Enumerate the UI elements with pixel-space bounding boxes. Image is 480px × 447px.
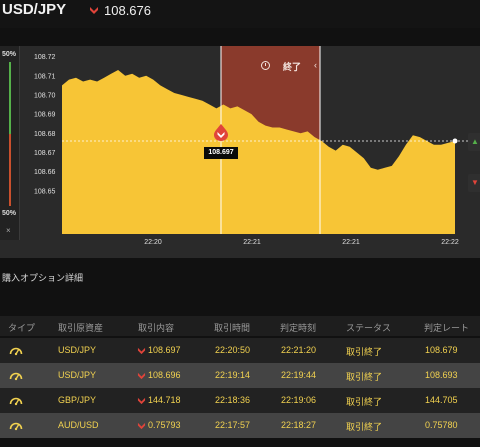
up-arrow-icon: ▲: [471, 137, 479, 146]
price-area-series: [62, 70, 455, 234]
header-bar: USD/JPY 108.676: [0, 0, 480, 28]
y-tick-label: 108.65: [34, 188, 56, 195]
gauge-icon: [9, 397, 23, 406]
close-icon[interactable]: ×: [6, 226, 11, 235]
status-cell: 取引終了: [346, 347, 383, 357]
trade-time-cell: 22:20:50: [215, 345, 251, 355]
asset-cell: USD/JPY: [58, 370, 97, 380]
low-percent: 50%: [2, 210, 17, 217]
expired-label: 終了: [283, 62, 302, 72]
gauge-icon: [9, 422, 23, 431]
low-button[interactable]: ▼: [468, 174, 480, 192]
current-rate: 108.676: [104, 3, 151, 18]
y-tick-label: 108.72: [34, 54, 56, 61]
column-header: タイプ: [8, 323, 36, 333]
judge-rate-cell: 108.693: [425, 370, 458, 380]
judge-time-cell: 22:21:20: [281, 345, 317, 355]
trade-time-cell: 22:17:57: [215, 420, 251, 430]
status-cell: 取引終了: [346, 422, 383, 432]
x-tick-label: 22:21: [342, 239, 360, 246]
y-tick-label: 108.67: [34, 150, 56, 157]
currency-pair-title: USD/JPY: [2, 1, 67, 18]
clock-icon: [261, 61, 270, 70]
asset-cell: AUD/USD: [58, 420, 99, 430]
y-tick-label: 108.70: [34, 92, 56, 99]
asset-cell: USD/JPY: [58, 345, 97, 355]
status-cell: 取引終了: [346, 397, 383, 407]
column-header: 判定レート: [424, 323, 470, 333]
gauge-icon: [9, 347, 23, 356]
x-tick-label: 22:22: [441, 239, 459, 246]
current-price-dot: [452, 138, 458, 144]
judge-time-cell: 22:19:44: [281, 370, 317, 380]
low-ratio-bar: [9, 134, 11, 206]
y-tick-label: 108.66: [34, 169, 56, 176]
table-row[interactable]: USD/JPY 108.696 22:19:14 22:19:44 取引終了 108.69…: [0, 363, 480, 388]
down-arrow-icon: [137, 422, 146, 430]
trade-rate-cell: 144.718: [148, 395, 181, 405]
y-tick-label: 108.68: [34, 131, 56, 138]
judge-rate-cell: 108.679: [425, 345, 458, 355]
column-header: 取引原資産: [58, 323, 104, 333]
trade-rate-cell: 108.696: [148, 370, 181, 380]
entry-marker-icon: [214, 124, 228, 141]
column-header: 取引内容: [138, 323, 175, 333]
price-chart: 108.72 108.71 108.70 108.69 108.68 108.67 108.…: [34, 46, 478, 246]
down-arrow-icon: ▼: [471, 178, 479, 187]
table-row[interactable]: AUD/USD 0.75793 22:17:57 22:18:27 取引終了 0.7578…: [0, 413, 480, 438]
down-arrow-icon: [137, 397, 146, 405]
table-row[interactable]: GBP/JPY 144.718 22:18:36 22:19:06 取引終了 144.70…: [0, 388, 480, 413]
down-arrow-icon: [90, 7, 98, 14]
chevron-left-icon: ‹: [314, 60, 317, 70]
status-cell: 取引終了: [346, 372, 383, 382]
column-header: 取引時間: [214, 323, 251, 333]
judge-time-cell: 22:19:06: [281, 395, 317, 405]
gauge-icon: [9, 372, 23, 381]
x-tick-label: 22:20: [144, 239, 162, 246]
column-header: 判定時刻: [280, 323, 317, 333]
x-tick-label: 22:21: [243, 239, 261, 246]
high-button[interactable]: ▲: [468, 133, 480, 151]
table-row[interactable]: USD/JPY 108.697 22:20:50 22:21:20 取引終了 108.67…: [0, 338, 480, 363]
column-header: ステータス: [346, 323, 392, 333]
asset-cell: GBP/JPY: [58, 395, 97, 405]
entry-price-tag: 108.697: [204, 147, 238, 159]
down-arrow-icon: [137, 347, 146, 355]
details-title: 購入オプション詳細: [2, 273, 84, 283]
judge-rate-cell: 0.75780: [425, 420, 458, 430]
position-ratio-bar: 50% 50% ×: [0, 46, 20, 240]
y-tick-label: 108.71: [34, 73, 56, 80]
down-arrow-icon: [137, 372, 146, 380]
trade-rate-cell: 108.697: [148, 345, 181, 355]
trade-time-cell: 22:18:36: [215, 395, 251, 405]
trade-rate-cell: 0.75793: [148, 420, 181, 430]
high-ratio-bar: [9, 62, 11, 134]
judge-time-cell: 22:18:27: [281, 420, 317, 430]
high-percent: 50%: [2, 51, 17, 58]
trade-time-cell: 22:19:14: [215, 370, 251, 380]
y-tick-label: 108.69: [34, 112, 56, 119]
table-header: タイプ 取引原資産 取引内容 取引時間 判定時刻 ステータス 判定レート: [0, 316, 480, 336]
judge-rate-cell: 144.705: [425, 395, 458, 405]
